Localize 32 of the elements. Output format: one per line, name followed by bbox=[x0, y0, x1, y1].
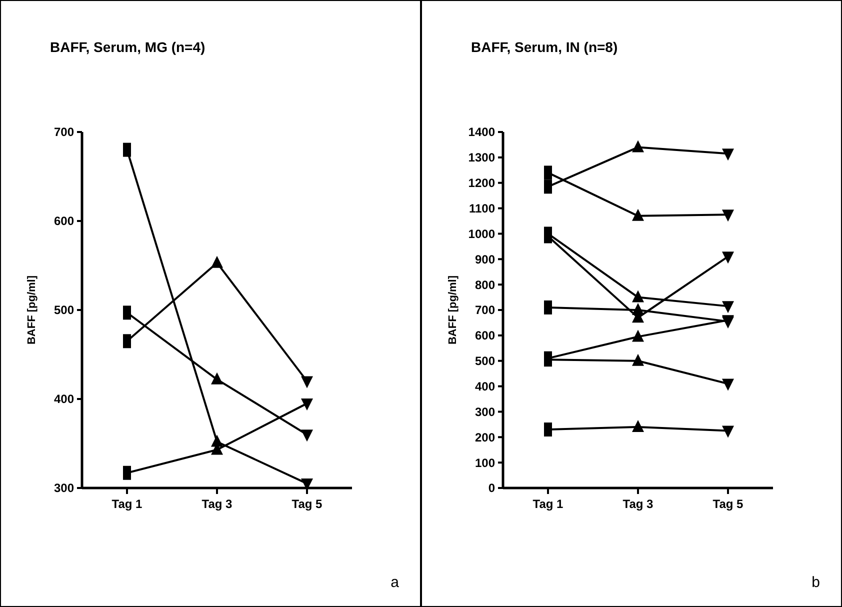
y-axis-title: BAFF [pg/ml] bbox=[447, 275, 459, 345]
y-tick-label: 200 bbox=[474, 430, 496, 444]
y-tick-label: 600 bbox=[474, 328, 496, 343]
y-tick-label: 300 bbox=[474, 404, 496, 419]
x-tick-label: Tag 3 bbox=[202, 497, 233, 511]
y-tick-label: 600 bbox=[54, 214, 74, 228]
y-tick-label: 800 bbox=[474, 278, 496, 292]
y-tick-label: 700 bbox=[474, 303, 496, 318]
y-tick-label: 500 bbox=[474, 354, 496, 368]
y-axis-title: BAFF [pg/ml] bbox=[26, 275, 38, 345]
chart-title: BAFF, Serum, MG (n=4) bbox=[50, 39, 206, 55]
x-tick-label: Tag 3 bbox=[622, 497, 654, 511]
y-tick-label: 1100 bbox=[468, 201, 496, 216]
y-tick-label: 700 bbox=[54, 125, 74, 140]
x-tick-label: Tag 1 bbox=[112, 497, 143, 511]
x-tick-label: Tag 5 bbox=[292, 497, 323, 511]
x-tick-label: Tag 1 bbox=[532, 497, 564, 511]
y-tick-label: 1000 bbox=[468, 226, 496, 241]
y-tick-label: 0 bbox=[488, 481, 496, 496]
y-tick-label: 400 bbox=[54, 392, 74, 406]
y-tick-label: 100 bbox=[474, 456, 496, 470]
y-tick-label: 900 bbox=[474, 252, 496, 266]
y-tick-label: 300 bbox=[54, 481, 74, 496]
x-tick-label: Tag 5 bbox=[712, 497, 744, 511]
y-tick-label: 1400 bbox=[468, 125, 496, 140]
y-tick-label: 500 bbox=[54, 303, 74, 318]
y-tick-label: 400 bbox=[474, 379, 496, 394]
text: a bbox=[390, 574, 400, 591]
chart-title: BAFF, Serum, IN (n=8) bbox=[471, 39, 618, 55]
y-tick-label: 1300 bbox=[468, 150, 496, 165]
text: b bbox=[812, 574, 820, 591]
y-tick-label: 1200 bbox=[468, 176, 496, 190]
